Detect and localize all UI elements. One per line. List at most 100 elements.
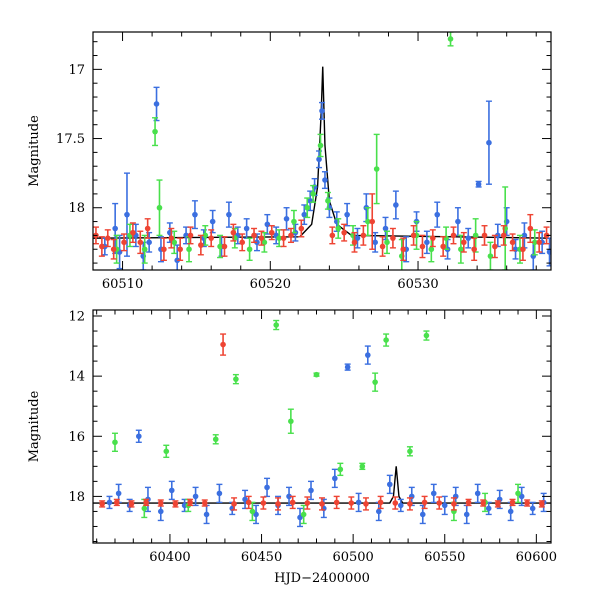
x-tick-label: 60530 [397, 277, 438, 292]
data-point [221, 237, 227, 256]
data-point [99, 237, 105, 256]
data-point [476, 181, 482, 187]
x-tick-label: 60550 [424, 550, 465, 565]
data-point [407, 447, 413, 456]
data-point [524, 500, 530, 506]
plot-area [93, 32, 553, 276]
data-point [393, 191, 399, 219]
data-point [260, 497, 266, 509]
data-point [530, 502, 536, 514]
data-point [431, 484, 437, 502]
data-point [356, 493, 362, 511]
x-tick-label: 60400 [149, 550, 190, 565]
data-point [475, 484, 481, 502]
data-point [233, 375, 239, 384]
data-point [156, 180, 162, 235]
data-point [450, 227, 456, 244]
series-2 [93, 194, 550, 260]
series-2 [99, 334, 545, 510]
data-point [136, 430, 142, 442]
data-point [341, 224, 347, 241]
data-point [392, 497, 398, 509]
plot-area [93, 321, 551, 527]
data-point [127, 224, 133, 246]
x-axis-label: HJD−2400000 [274, 571, 370, 586]
data-point [436, 497, 442, 509]
data-point [112, 433, 118, 451]
x-tick-label: 60450 [241, 550, 282, 565]
data-point [329, 227, 335, 244]
data-point [455, 208, 461, 236]
data-point [419, 235, 425, 257]
data-point [365, 346, 371, 364]
data-point [448, 32, 454, 46]
x-tick-label: 60520 [250, 277, 291, 292]
model-curve [93, 67, 551, 239]
data-point [204, 505, 210, 523]
data-point [536, 233, 542, 252]
data-point [216, 484, 222, 502]
data-point [372, 373, 378, 391]
data-point [171, 231, 177, 253]
x-tick-label: 60600 [516, 550, 557, 565]
data-point [177, 238, 183, 260]
data-point [314, 372, 320, 378]
y-axis-label: Magnitude [27, 390, 42, 462]
data-point [458, 235, 464, 263]
data-point [482, 226, 488, 245]
bottom-panel: 60400 60450 60500 60550 60600 12 14 16 18 Magnitu… [27, 310, 557, 586]
y-tick-label: 17 [68, 63, 85, 78]
data-point [273, 321, 279, 330]
data-point [242, 490, 248, 508]
y-tick-label: 16 [68, 430, 85, 445]
data-point [244, 219, 250, 238]
data-point [163, 445, 169, 457]
data-point [348, 497, 354, 509]
data-point [332, 469, 338, 487]
data-point [158, 500, 164, 506]
data-point [264, 478, 270, 496]
data-point [466, 499, 472, 505]
data-point [154, 87, 160, 120]
data-point [547, 238, 553, 266]
y-axis-label: Magnitude [27, 115, 42, 187]
data-point [275, 498, 281, 510]
data-point [344, 204, 350, 226]
data-point [226, 202, 232, 227]
data-point [442, 496, 448, 514]
data-point [161, 238, 167, 260]
data-point [220, 334, 226, 355]
data-point [288, 409, 294, 433]
data-point [152, 118, 158, 146]
top-panel: 60510 60520 60530 17 17.5 18 Magnitude [27, 32, 553, 292]
data-point [423, 331, 429, 340]
data-point [169, 481, 175, 499]
data-point [363, 498, 369, 510]
data-point [383, 334, 389, 346]
data-point [465, 228, 471, 247]
data-point [334, 496, 340, 508]
data-point [387, 475, 393, 493]
data-point [411, 226, 417, 245]
x-tick-label: 60510 [102, 277, 143, 292]
y-tick-label: 18 [68, 490, 85, 505]
y-tick-label: 12 [68, 310, 85, 325]
series-1 [112, 321, 521, 524]
data-point [130, 223, 136, 242]
data-point [360, 226, 366, 245]
data-point [359, 463, 365, 469]
data-point [345, 364, 351, 370]
light-curve-figure: 60510 60520 60530 17 17.5 18 Magnitude 60400 60… [0, 0, 600, 600]
data-point [247, 238, 253, 260]
data-point [281, 230, 287, 247]
data-point [99, 501, 105, 507]
data-point [434, 202, 440, 227]
data-point [390, 228, 396, 247]
data-point [486, 101, 492, 184]
y-tick-label: 17.5 [56, 132, 85, 147]
data-point [298, 220, 304, 237]
data-point [284, 208, 290, 230]
data-point [106, 496, 112, 508]
data-point [492, 235, 498, 257]
y-tick-label: 14 [68, 370, 85, 385]
